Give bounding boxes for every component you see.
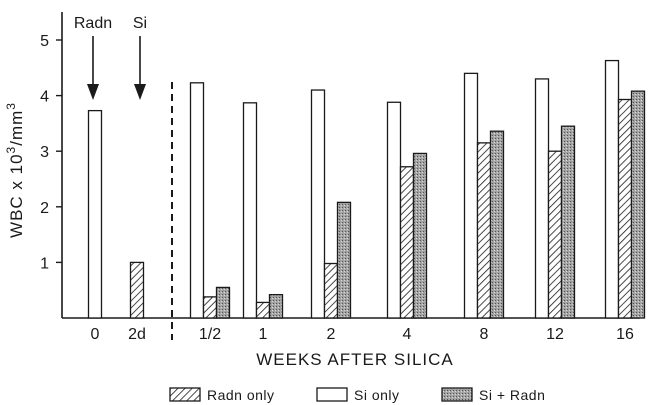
bar-radn-only-1 xyxy=(255,301,271,319)
y-tick-label-3: 3 xyxy=(40,144,49,161)
bar-radn-only-4 xyxy=(399,166,415,319)
y-axis-title-part-2: /mm xyxy=(7,110,26,146)
x-tick-label-16: 16 xyxy=(616,326,634,343)
legend: Radn only Si only Si + Radn xyxy=(169,387,545,403)
bar-si-radn-8 xyxy=(489,130,505,319)
bar-si-radn-1-2 xyxy=(215,286,231,319)
y-tick-label-1: 1 xyxy=(40,255,49,272)
y-axis-title-exp-1: 3 xyxy=(4,146,18,154)
bar-radn-only-8 xyxy=(476,142,492,319)
legend-swatch-si-only xyxy=(316,387,348,402)
bar-si-only-8 xyxy=(463,72,479,319)
bar-si-radn-2 xyxy=(336,201,352,319)
x-tick-label-2: 2 xyxy=(327,326,336,343)
x-tick-label-4: 4 xyxy=(403,326,412,343)
x-tick-label-8: 8 xyxy=(480,326,489,343)
annotation-si: Si xyxy=(133,15,147,100)
x-tick-label-12: 12 xyxy=(546,326,564,343)
annotation-si-arrow-head xyxy=(134,84,146,100)
annotation-radn: Radn xyxy=(74,15,112,100)
bar-si-only-0 xyxy=(87,109,103,319)
bar-si-only-16 xyxy=(604,59,620,319)
bar-radn-only-2 xyxy=(323,262,339,319)
legend-swatch-si-radn xyxy=(441,387,473,402)
annotation-si-label: Si xyxy=(133,15,147,32)
y-tick-label-5: 5 xyxy=(40,33,49,50)
bar-radn-only-12 xyxy=(547,150,563,319)
legend-label-si-radn: Si + Radn xyxy=(479,387,545,403)
legend-item-si-radn: Si + Radn xyxy=(441,387,545,403)
annotation-radn-arrow-head xyxy=(87,84,99,100)
x-tick-label-1: 1 xyxy=(259,326,268,343)
annotation-radn-label: Radn xyxy=(74,15,112,32)
bar-si-only-1 xyxy=(242,102,258,319)
bar-si-only-2 xyxy=(310,89,326,319)
y-axis-title: WBC x 103/mm3 xyxy=(4,102,26,238)
bar-si-only-4 xyxy=(386,101,402,319)
y-tick-label-2: 2 xyxy=(40,200,49,217)
legend-item-si-only: Si only xyxy=(316,387,400,403)
bar-radn-only-2d xyxy=(129,261,145,319)
legend-label-radn-only: Radn only xyxy=(207,387,275,403)
bar-si-radn-4 xyxy=(412,152,428,319)
bar-si-only-12 xyxy=(534,78,550,319)
bar-si-radn-12 xyxy=(560,125,576,319)
x-tick-label-2d: 2d xyxy=(128,326,146,343)
y-axis-title-exp-2: 3 xyxy=(4,102,18,110)
x-tick-label-0: 0 xyxy=(91,326,100,343)
legend-swatch-radn-only xyxy=(169,387,201,402)
y-tick-label-4: 4 xyxy=(40,89,49,106)
bar-si-radn-1 xyxy=(268,293,284,319)
bar-si-only-1-2 xyxy=(189,82,205,319)
legend-item-radn-only: Radn only xyxy=(169,387,275,403)
x-axis-title: WEEKS AFTER SILICA xyxy=(256,350,454,369)
legend-label-si-only: Si only xyxy=(354,387,400,403)
bar-radn-only-1-2 xyxy=(202,296,218,319)
bar-si-radn-16 xyxy=(630,90,646,319)
x-tick-label-1-2: 1/2 xyxy=(199,326,221,343)
bar-radn-only-16 xyxy=(617,98,633,319)
y-axis-title-part-1: WBC x 10 xyxy=(7,153,26,238)
